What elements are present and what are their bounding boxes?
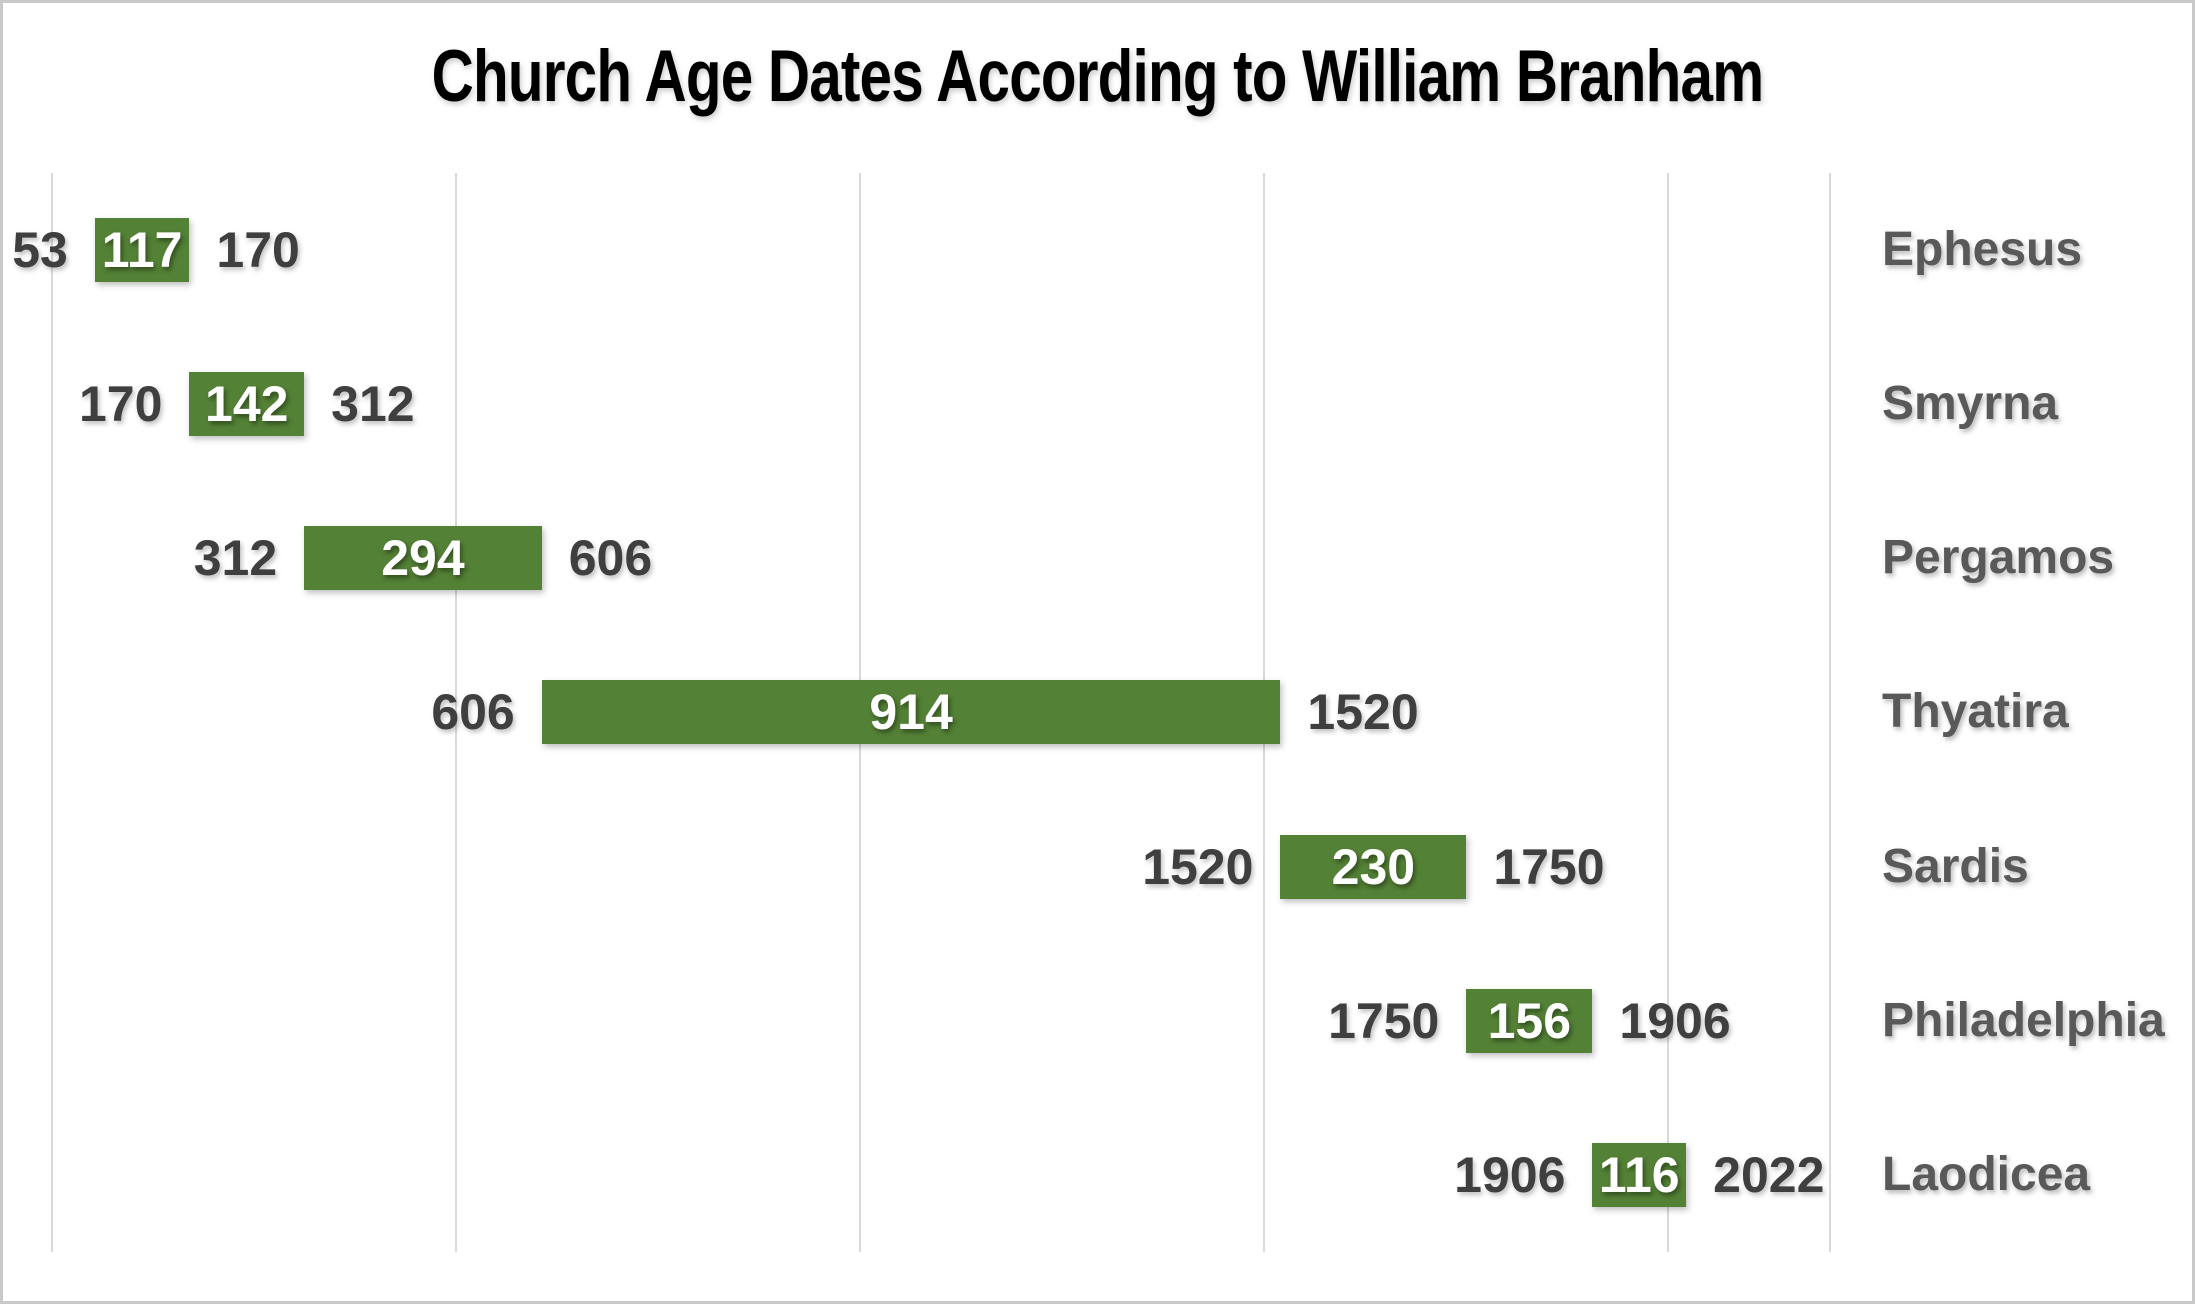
bar-row-smyrna: 170 142 312 [52,327,1830,481]
end-label-philadelphia: 1906 [1619,992,1731,1049]
gridline-0 [51,173,53,1252]
start-label-ephesus: 53 [12,222,68,279]
end-label-laodicea: 2022 [1713,1146,1825,1203]
category-label-pergamos: Pergamos [1882,531,2115,585]
end-label-thyatira: 1520 [1307,684,1419,741]
end-label-pergamos: 606 [568,530,653,587]
bar-sardis [1280,834,1467,899]
end-label-sardis: 1750 [1493,838,1605,895]
end-label-smyrna: 312 [331,376,415,433]
bar-laodicea [1592,1142,1687,1207]
duration-label-smyrna: 142 [205,376,289,433]
gridline-500 [455,173,458,1252]
chart-title: Church Age Dates According to William Br… [431,36,1765,117]
gridline-2000 [1667,173,1670,1252]
bar-row-ephesus: 53 117 170 [12,173,1830,327]
duration-label-ephesus: 117 [101,222,183,279]
bar-pergamos [304,526,542,591]
category-label-ephesus: Ephesus [1882,223,2083,277]
bar-row-thyatira: 606 914 1520 [52,635,1830,789]
category-label-smyrna: Smyrna [1882,377,2059,431]
bar-ephesus [94,218,190,283]
start-label-laodicea: 1906 [1454,1146,1566,1203]
duration-label-sardis: 230 [1331,838,1416,895]
gridline-2200 [1829,173,1831,1252]
start-label-smyrna: 170 [78,376,163,433]
start-label-pergamos: 312 [193,530,278,587]
category-label-sardis: Sardis [1882,839,2029,893]
duration-label-philadelphia: 156 [1487,992,1572,1049]
start-label-philadelphia: 1750 [1328,992,1440,1049]
duration-label-laodicea: 116 [1598,1146,1680,1203]
start-label-sardis: 1520 [1142,838,1254,895]
bar-philadelphia [1466,988,1593,1053]
bar-row-pergamos: 312 294 606 [52,481,1830,635]
start-label-thyatira: 606 [431,684,515,741]
end-label-ephesus: 170 [216,222,300,279]
category-label-thyatira: Thyatira [1882,685,2069,739]
category-label-laodicea: Laodicea [1882,1147,2091,1201]
bar-row-sardis: 1520 230 1750 [52,790,1830,944]
category-label-philadelphia: Philadelphia [1882,993,2165,1047]
plot-area: 53 117 170 170 142 312 312 294 606 606 914 1520 1520… [12,173,1831,1252]
bar-smyrna [189,372,305,437]
duration-label-thyatira: 914 [869,684,953,741]
bar-row-laodicea: 1906 116 2022 [52,1098,1830,1252]
duration-label-pergamos: 294 [381,530,465,587]
bar-thyatira [541,680,1281,745]
bar-row-philadelphia: 1750 156 1906 [52,944,1830,1098]
